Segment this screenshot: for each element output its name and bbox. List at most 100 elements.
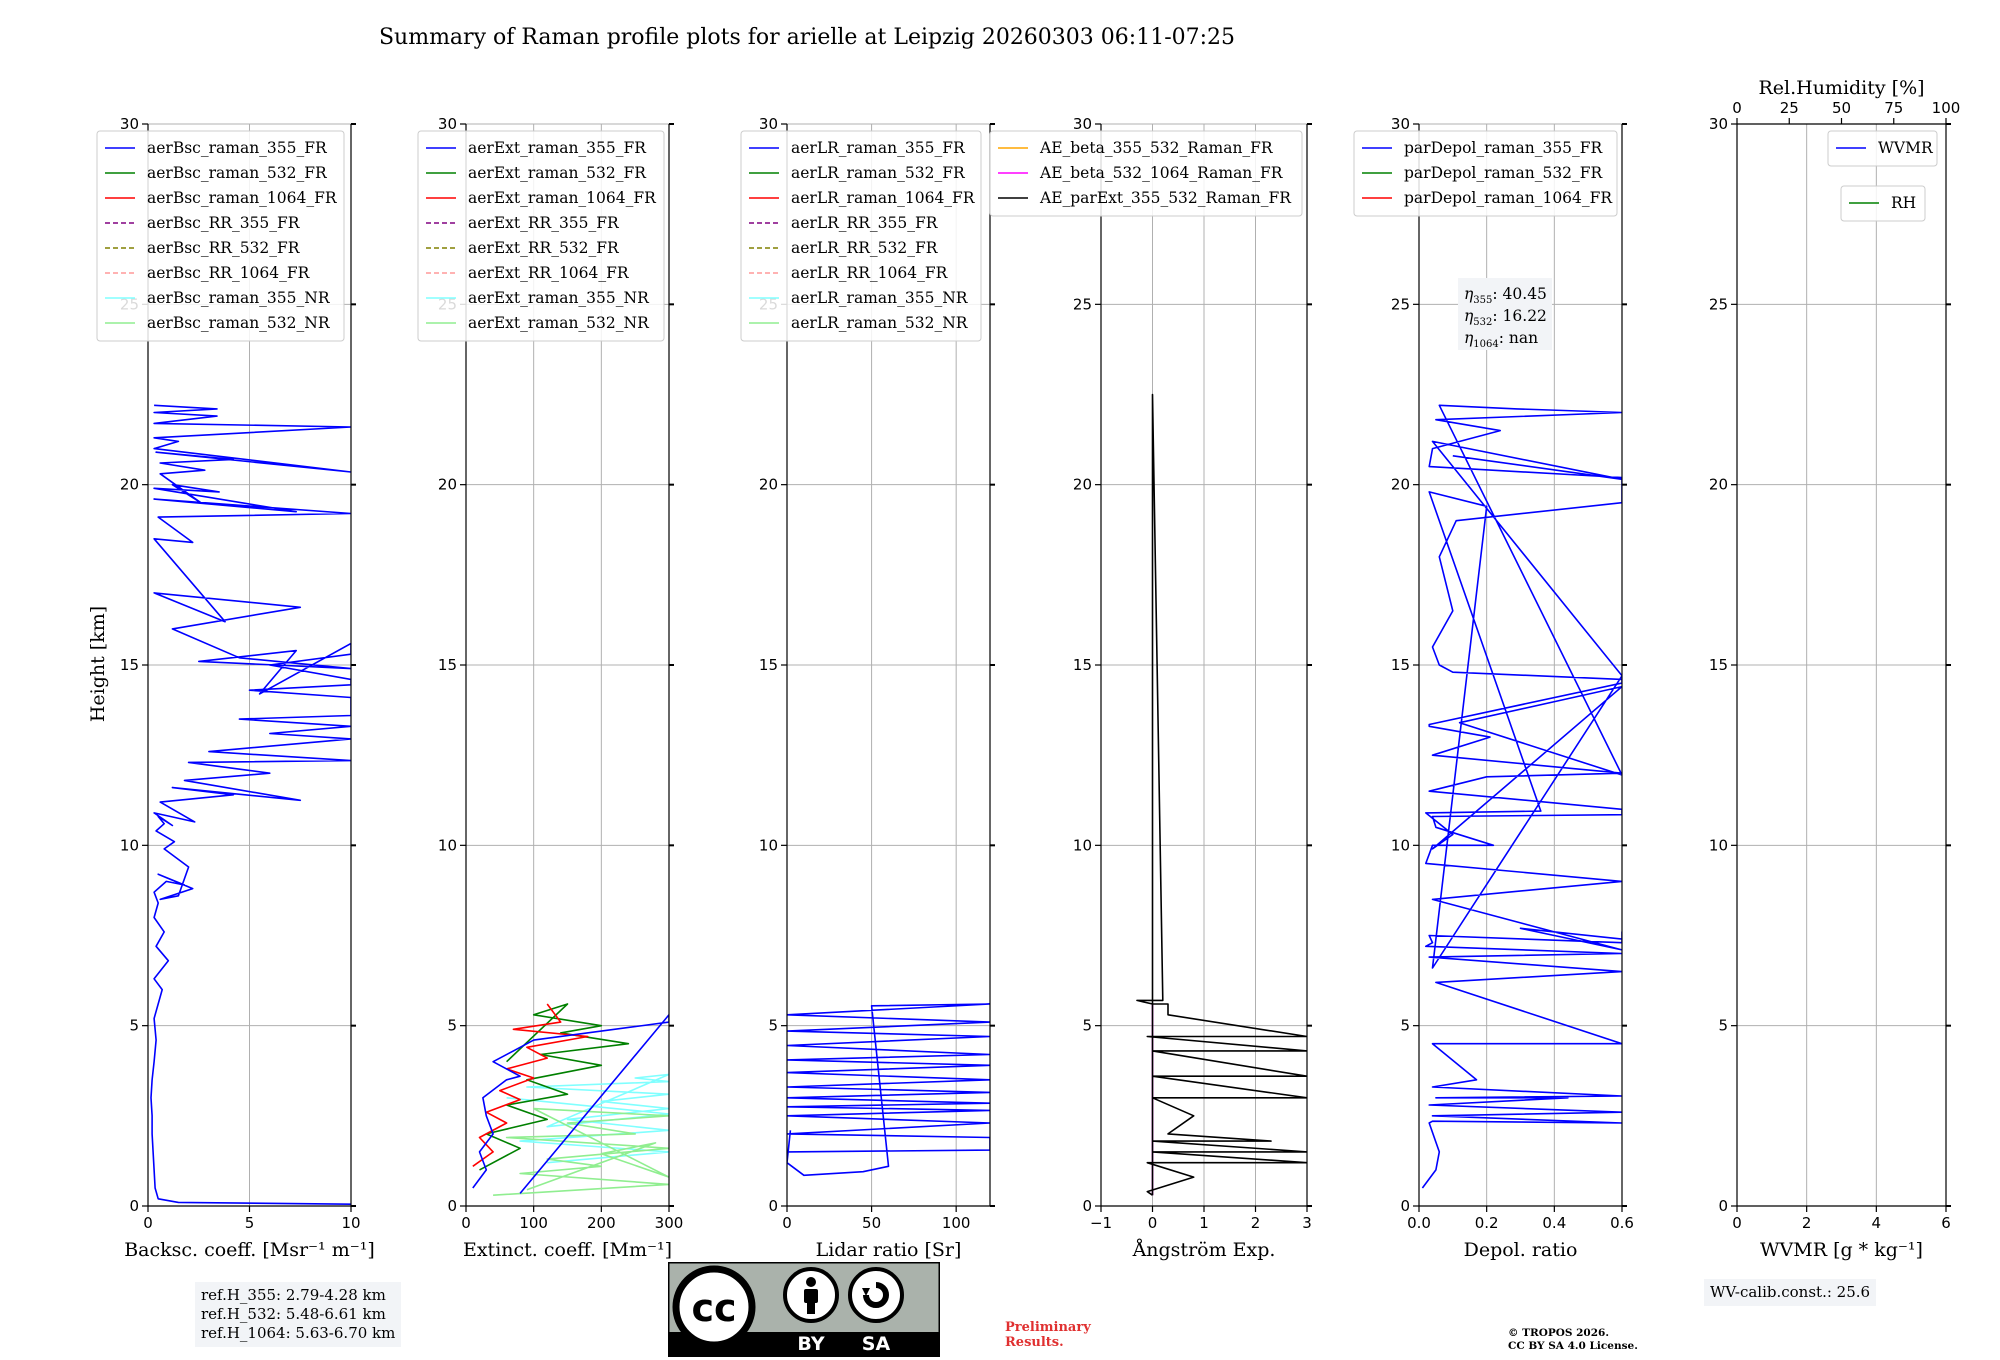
y-tick-label: 10 (1709, 836, 1728, 854)
series-aerExt_raman_355_FR (472, 1013, 669, 1194)
legend: WVMR (1827, 130, 1938, 167)
cc-logo-text: cc (691, 1286, 736, 1330)
sa-label: SA (862, 1333, 891, 1355)
legend-label: aerLR_RR_1064_FR (791, 264, 949, 282)
y-tick-label: 25 (1073, 295, 1092, 313)
series-aerExt_raman_532_NR (493, 1107, 669, 1196)
x-tick-label: 100 (942, 1214, 971, 1232)
legend-label: aerLR_raman_532_NR (791, 314, 969, 332)
legend-label: aerExt_raman_532_FR (468, 164, 647, 182)
y-tick-label: 30 (759, 115, 778, 133)
legend-label: AE_beta_355_532_Raman_FR (1039, 139, 1274, 157)
x-axis-label: WVMR [g * kg⁻¹] (1760, 1239, 1923, 1261)
x-tick-label: 0.2 (1475, 1214, 1499, 1232)
legend-label: aerExt_raman_532_NR (468, 314, 650, 332)
legend-label: RH (1891, 194, 1916, 212)
legend-label: AE_beta_532_1064_Raman_FR (1039, 164, 1284, 182)
sa-share-alike-icon (848, 1267, 904, 1323)
series-group (1421, 404, 1622, 1189)
legend-label: aerBsc_RR_1064_FR (147, 264, 311, 282)
legend-label: AE_parExt_355_532_Raman_FR (1039, 189, 1292, 207)
top-x-tick-label: 25 (1780, 99, 1799, 117)
eta-line: η532: 16.22 (1464, 307, 1547, 328)
legend: AE_beta_355_532_Raman_FR AE_beta_532_1064… (989, 130, 1303, 217)
y-tick-label: 0 (1400, 1197, 1410, 1215)
panels: 0510051015202530Backsc. coeff. [Msr⁻¹ m⁻… (96, 77, 1960, 1261)
series-aerBsc_raman_355_FR (150, 404, 351, 1205)
legend-frame (417, 130, 665, 342)
legend-frame (96, 130, 345, 342)
x-tick-label: 300 (655, 1214, 684, 1232)
ref-h-1064: ref.H_1064: 5.63-6.70 km (201, 1324, 396, 1342)
series-aerLR_raman_355_FR (787, 1003, 990, 1177)
top-x-tick-label: 75 (1884, 99, 1903, 117)
y-axis-label: Height [km] (87, 606, 109, 722)
y-tick-label: 0 (129, 1197, 139, 1215)
series-aerExt_raman_1064_FR (472, 1003, 589, 1167)
panel-p2: 0100200300051015202530Extinct. coeff. [M… (417, 115, 684, 1261)
legend-label: aerLR_RR_532_FR (791, 239, 939, 257)
x-tick-label: 0 (1148, 1214, 1158, 1232)
x-tick-label: 0 (461, 1214, 471, 1232)
x-tick-label: 0.0 (1407, 1214, 1431, 1232)
x-tick-label: 4 (1872, 1214, 1882, 1232)
legend-label: aerLR_raman_532_FR (791, 164, 966, 182)
legend-label: aerLR_raman_355_NR (791, 289, 969, 307)
legend-label: aerBsc_raman_355_FR (147, 139, 328, 157)
y-tick-label: 20 (1709, 476, 1728, 494)
y-tick-label: 10 (120, 836, 139, 854)
copyright-note: © TROPOS 2026. CC BY SA 4.0 License. (1508, 1327, 1638, 1352)
legend-frame (740, 130, 982, 342)
top-x-tick-label: 50 (1832, 99, 1851, 117)
legend: aerExt_raman_355_FR aerExt_raman_532_FRae… (417, 130, 665, 342)
x-tick-label: 0.6 (1610, 1214, 1634, 1232)
eta-line: η1064: nan (1464, 329, 1538, 350)
x-axis-label: Lidar ratio [Sr] (816, 1239, 962, 1261)
y-tick-label: 25 (1391, 295, 1410, 313)
eta-box (1458, 278, 1552, 350)
y-tick-label: 0 (1082, 1197, 1092, 1215)
y-tick-label: 15 (1709, 656, 1728, 674)
top-x-tick-label: 100 (1932, 99, 1961, 117)
y-tick-label: 20 (1073, 476, 1092, 494)
y-tick-label: 5 (447, 1017, 457, 1035)
y-tick-label: 15 (438, 656, 457, 674)
legend-label: aerExt_raman_355_FR (468, 139, 647, 157)
legend-label: aerBsc_raman_1064_FR (147, 189, 338, 207)
y-tick-label: 30 (1073, 115, 1092, 133)
y-tick-label: 0 (1718, 1197, 1728, 1215)
ref-h-532: ref.H_532: 5.48-6.61 km (201, 1305, 386, 1323)
legend-label: parDepol_raman_1064_FR (1404, 189, 1613, 207)
x-tick-label: 6 (1941, 1214, 1951, 1232)
y-tick-label: 20 (438, 476, 457, 494)
panel-p3: 050100051015202530Lidar ratio [Sr]aerLR_… (740, 115, 995, 1261)
y-tick-label: 30 (438, 115, 457, 133)
x-tick-label: 0 (782, 1214, 792, 1232)
x-tick-label: 100 (519, 1214, 548, 1232)
series-AE_parExt_355_532_Raman_FR (1136, 393, 1307, 1196)
y-tick-label: 5 (1400, 1017, 1410, 1035)
x-tick-label: 0 (1732, 1214, 1742, 1232)
cc-by-sa-logo: cc BY SA (668, 1262, 940, 1357)
y-tick-label: 5 (768, 1017, 778, 1035)
legend-label: aerLR_RR_355_FR (791, 214, 939, 232)
legend-label: aerExt_raman_1064_FR (468, 189, 657, 207)
y-tick-label: 30 (1709, 115, 1728, 133)
x-tick-label: −1 (1090, 1214, 1112, 1232)
legend: aerLR_raman_355_FR aerLR_raman_532_FR aerL… (740, 130, 982, 342)
x-axis-label: Extinct. coeff. [Mm⁻¹] (463, 1239, 672, 1261)
y-tick-label: 30 (1391, 115, 1410, 133)
y-tick-label: 10 (759, 836, 778, 854)
legend-label: aerLR_raman_355_FR (791, 139, 966, 157)
x-axis-label: Ångström Exp. (1132, 1239, 1276, 1261)
y-tick-label: 10 (1073, 836, 1092, 854)
legend-label: aerLR_raman_1064_FR (791, 189, 976, 207)
x-tick-label: 5 (245, 1214, 255, 1232)
legend-label: aerBsc_raman_355_NR (147, 289, 331, 307)
top-x-tick-label: 0 (1732, 99, 1742, 117)
ref-height-box: ref.H_355: 2.79-4.28 km ref.H_532: 5.48-… (195, 1282, 402, 1347)
